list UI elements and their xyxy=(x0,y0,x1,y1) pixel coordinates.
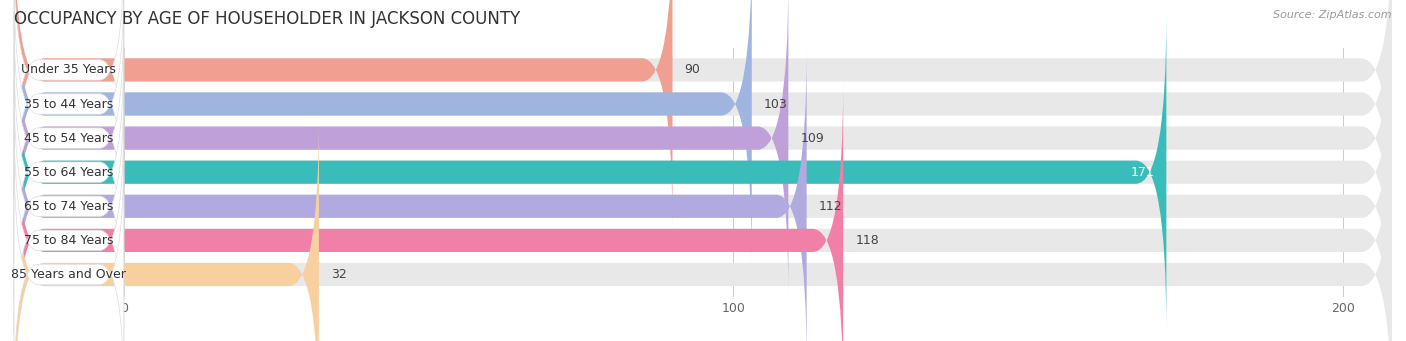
FancyBboxPatch shape xyxy=(14,0,789,297)
Text: 45 to 54 Years: 45 to 54 Years xyxy=(24,132,114,145)
FancyBboxPatch shape xyxy=(14,13,1392,331)
FancyBboxPatch shape xyxy=(14,114,124,341)
Text: 65 to 74 Years: 65 to 74 Years xyxy=(24,200,114,213)
FancyBboxPatch shape xyxy=(14,0,1392,229)
Text: 112: 112 xyxy=(818,200,842,213)
FancyBboxPatch shape xyxy=(14,81,1392,341)
FancyBboxPatch shape xyxy=(14,116,1392,341)
FancyBboxPatch shape xyxy=(14,116,319,341)
Text: 75 to 84 Years: 75 to 84 Years xyxy=(24,234,114,247)
FancyBboxPatch shape xyxy=(14,148,124,341)
FancyBboxPatch shape xyxy=(14,46,124,298)
FancyBboxPatch shape xyxy=(14,0,1392,297)
Text: Source: ZipAtlas.com: Source: ZipAtlas.com xyxy=(1274,10,1392,20)
Text: 103: 103 xyxy=(763,98,787,110)
Text: 90: 90 xyxy=(685,63,700,76)
FancyBboxPatch shape xyxy=(14,47,1392,341)
Text: 118: 118 xyxy=(855,234,879,247)
Text: 85 Years and Over: 85 Years and Over xyxy=(11,268,127,281)
FancyBboxPatch shape xyxy=(14,12,124,264)
FancyBboxPatch shape xyxy=(14,80,124,332)
Text: 171: 171 xyxy=(1130,166,1154,179)
Text: 55 to 64 Years: 55 to 64 Years xyxy=(24,166,114,179)
FancyBboxPatch shape xyxy=(14,0,124,230)
FancyBboxPatch shape xyxy=(14,81,844,341)
FancyBboxPatch shape xyxy=(14,0,1392,263)
Text: 35 to 44 Years: 35 to 44 Years xyxy=(24,98,114,110)
Text: Under 35 Years: Under 35 Years xyxy=(21,63,117,76)
FancyBboxPatch shape xyxy=(14,0,124,196)
FancyBboxPatch shape xyxy=(14,47,807,341)
Text: 109: 109 xyxy=(800,132,824,145)
Text: OCCUPANCY BY AGE OF HOUSEHOLDER IN JACKSON COUNTY: OCCUPANCY BY AGE OF HOUSEHOLDER IN JACKS… xyxy=(14,10,520,28)
Text: 32: 32 xyxy=(330,268,347,281)
FancyBboxPatch shape xyxy=(14,0,672,229)
FancyBboxPatch shape xyxy=(14,13,1167,331)
FancyBboxPatch shape xyxy=(14,0,752,263)
